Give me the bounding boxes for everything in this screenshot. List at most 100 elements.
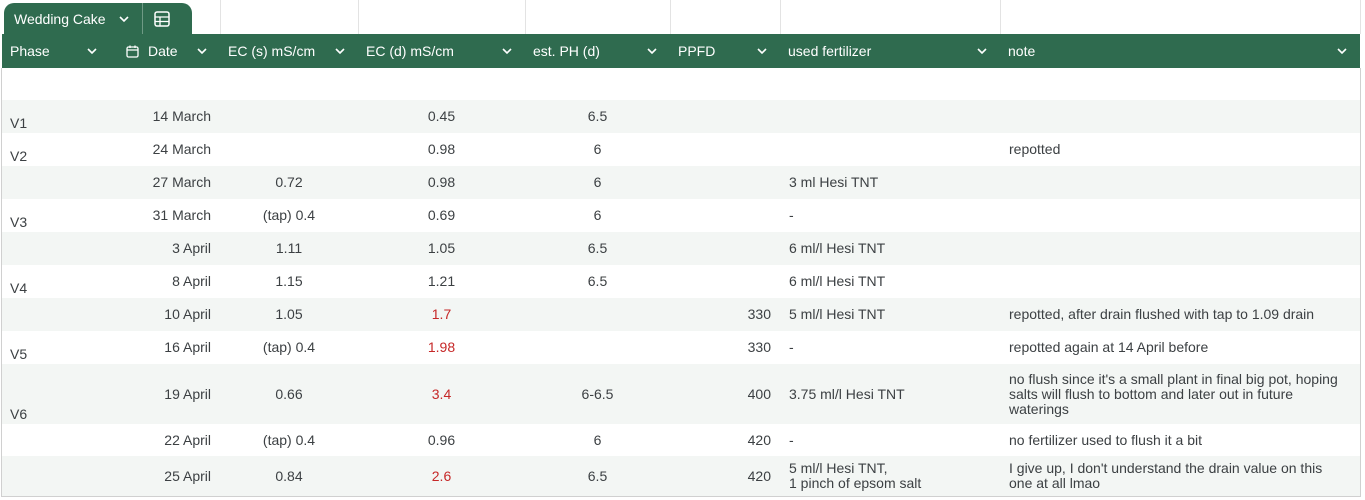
cell[interactable]: (tap) 0.4 (262, 207, 316, 223)
cell[interactable] (525, 331, 670, 364)
cell[interactable]: 420 (747, 431, 771, 448)
cell[interactable]: 0.98 (427, 141, 456, 157)
cell[interactable] (1000, 199, 1360, 232)
cell[interactable]: 19 April (164, 385, 211, 402)
cell[interactable]: 6 ml/l Hesi TNT (789, 240, 886, 256)
cell[interactable]: no flush since it's a small plant in fin… (1009, 370, 1338, 417)
cell[interactable]: (tap) 0.4 (262, 339, 316, 355)
cell[interactable]: 1.05 (427, 240, 456, 256)
cell[interactable] (670, 199, 780, 232)
cell[interactable]: 14 March (152, 108, 211, 124)
cell[interactable]: 3 ml Hesi TNT (789, 174, 879, 190)
cell[interactable]: 6 (593, 431, 602, 448)
cell[interactable] (1000, 232, 1360, 265)
cell[interactable] (2, 456, 110, 496)
cell[interactable]: 25 April (164, 467, 211, 484)
cell[interactable] (670, 133, 780, 166)
cell[interactable]: 6 (593, 174, 602, 190)
cell[interactable]: (tap) 0.4 (262, 431, 316, 448)
column-header[interactable]: Date (110, 34, 220, 68)
cell[interactable]: 0.45 (427, 108, 456, 124)
cell[interactable] (2, 232, 110, 265)
cell[interactable] (670, 232, 780, 265)
cell[interactable]: V1 (10, 115, 28, 131)
cell[interactable]: 6 ml/l Hesi TNT (789, 273, 886, 289)
cell[interactable] (2, 298, 110, 331)
cell[interactable] (220, 100, 358, 133)
cell[interactable]: 6.5 (587, 108, 608, 124)
cell[interactable]: 0.66 (275, 385, 303, 402)
cell[interactable]: 1.11 (275, 240, 303, 256)
cell[interactable]: 6 (593, 141, 602, 157)
cell[interactable]: 31 March (152, 207, 211, 223)
chevron (757, 48, 767, 55)
column-header[interactable]: used fertilizer (780, 34, 1000, 68)
cell[interactable]: repotted, after drain flushed with tap t… (1009, 306, 1315, 322)
cell[interactable]: 0.69 (427, 207, 456, 223)
cell[interactable] (670, 265, 780, 298)
cell[interactable] (2, 424, 110, 456)
column-header[interactable]: EC (s) mS/cm (220, 34, 358, 68)
cell[interactable] (1000, 265, 1360, 298)
cell[interactable]: 400 (747, 385, 771, 402)
cell[interactable]: 6 (593, 207, 602, 223)
column-header[interactable]: note (1000, 34, 1360, 68)
cell[interactable]: V6 (10, 406, 28, 422)
cell[interactable]: 27 March (152, 174, 211, 190)
cell[interactable]: 8 April (172, 273, 211, 289)
cell[interactable]: 1.05 (275, 306, 303, 322)
cell[interactable]: 1.98 (427, 339, 456, 355)
cell[interactable]: V4 (10, 280, 28, 296)
cell[interactable]: 1.21 (427, 273, 456, 289)
cell[interactable]: V3 (10, 214, 28, 230)
cell[interactable]: V5 (10, 346, 28, 362)
cell[interactable] (780, 100, 1000, 133)
cell[interactable]: 10 April (164, 306, 211, 322)
cell[interactable]: 24 March (152, 141, 211, 157)
cell[interactable]: 330 (747, 306, 771, 322)
cell[interactable]: 3.75 ml/l Hesi TNT (789, 385, 905, 402)
cell[interactable]: 22 April (164, 431, 211, 448)
cell[interactable]: - (789, 339, 794, 355)
row-band (2, 100, 1360, 133)
cell[interactable]: 6.5 (587, 273, 608, 289)
cell[interactable]: 5 ml/l Hesi TNT, 1 pinch of epsom salt (789, 460, 922, 491)
cell[interactable] (780, 133, 1000, 166)
cell[interactable]: 330 (747, 339, 771, 355)
cell[interactable]: 2.6 (431, 467, 452, 484)
cell[interactable]: repotted (1009, 141, 1061, 157)
cell[interactable]: 6.5 (587, 240, 608, 256)
cell[interactable]: 0.84 (275, 467, 303, 484)
cell[interactable]: 6-6.5 (581, 385, 614, 402)
cell[interactable] (1000, 100, 1360, 133)
cell[interactable]: I give up, I don't understand the drain … (1009, 460, 1323, 491)
cell[interactable] (670, 166, 780, 199)
cell[interactable]: 6.5 (587, 467, 608, 484)
cell[interactable] (220, 133, 358, 166)
column-header[interactable]: EC (d) mS/cm (358, 34, 525, 68)
cell[interactable]: 0.96 (427, 431, 456, 448)
cell[interactable] (525, 298, 670, 331)
cell[interactable]: repotted again at 14 April before (1009, 339, 1209, 355)
column-header[interactable]: est. PH (d) (525, 34, 670, 68)
cell[interactable] (1000, 166, 1360, 199)
cell[interactable]: 3.4 (431, 385, 452, 402)
grid-line (1360, 0, 1361, 34)
cell[interactable] (670, 100, 780, 133)
cell[interactable]: 3 April (172, 240, 211, 256)
cell[interactable]: - (789, 207, 794, 223)
cell[interactable]: no fertilizer used to flush it a bit (1009, 431, 1202, 448)
cell[interactable]: 0.72 (275, 174, 303, 190)
cell[interactable]: - (789, 431, 794, 448)
cell[interactable]: 0.98 (427, 174, 456, 190)
cell[interactable]: 16 April (164, 339, 211, 355)
cell[interactable]: V2 (10, 148, 28, 164)
column-header[interactable]: Phase (2, 34, 110, 68)
cell[interactable]: 5 ml/l Hesi TNT (789, 306, 886, 322)
sheet-tab[interactable]: Wedding Cake (4, 3, 192, 34)
cell[interactable]: 1.15 (275, 273, 303, 289)
column-header[interactable]: PPFD (670, 34, 780, 68)
cell[interactable] (2, 166, 110, 199)
cell[interactable]: 420 (747, 467, 771, 484)
cell[interactable]: 1.7 (431, 306, 452, 322)
